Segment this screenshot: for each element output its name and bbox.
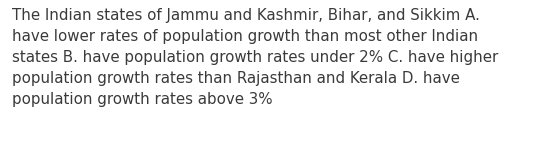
Text: The Indian states of Jammu and Kashmir, Bihar, and Sikkim A.
have lower rates of: The Indian states of Jammu and Kashmir, …	[12, 8, 498, 107]
